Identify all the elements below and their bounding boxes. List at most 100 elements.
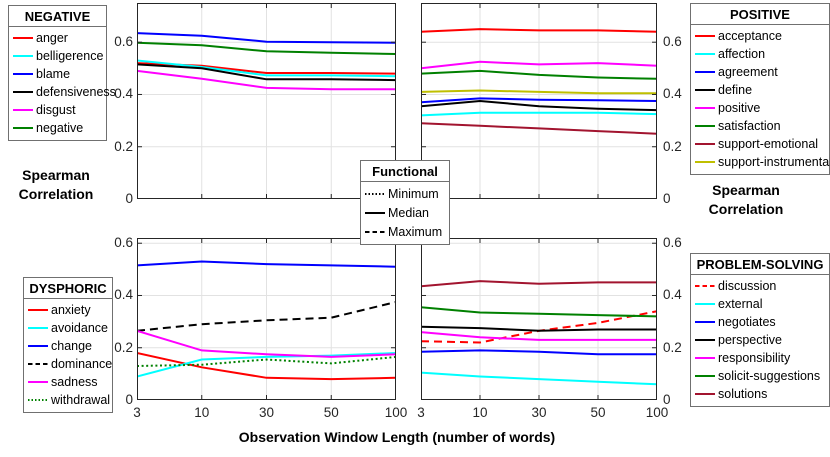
x-tick-label: 50: [323, 405, 339, 420]
y-tick-label: 0.6: [663, 34, 682, 50]
legend-item-dominance: dominance: [24, 355, 112, 373]
legend-line-sample-solid: [13, 109, 33, 111]
series-line-blame: [137, 32, 396, 44]
legend-item-label: negative: [36, 121, 84, 135]
legend-item-label: affection: [718, 47, 766, 61]
legend-positive-items: acceptance affection agreement define positi…: [691, 25, 830, 174]
legend-item-label: sadness: [51, 375, 98, 389]
legend-item-label: Median: [388, 205, 429, 220]
legend-line-sample-solid: [695, 339, 715, 341]
series-line-satisfaction: [421, 69, 657, 80]
legend-functional: Functional Minimum Median Maximum: [360, 160, 450, 245]
legend-item-agreement: agreement: [691, 63, 829, 81]
legend-item-responsibility: responsibility: [691, 349, 829, 367]
y-tick-label: 0.2: [114, 339, 133, 355]
y-tick-label: 0.4: [663, 287, 682, 303]
legend-line-sample-dashed: [695, 285, 715, 287]
legend-line-sample-solid: [695, 303, 715, 305]
y-tick-label: 0.6: [663, 235, 682, 251]
x-tick-label: 10: [194, 405, 210, 420]
series-line-belligerence: [137, 59, 396, 78]
legend-line-sample-solid: [695, 357, 715, 359]
series-line-change: [137, 260, 396, 268]
legend-item-label: belligerence: [36, 49, 104, 63]
legend-item-disgust: disgust: [9, 101, 106, 119]
legend-item-label: disgust: [36, 103, 76, 117]
legend-item-affection: affection: [691, 45, 829, 63]
y-tick-label: 0.6: [114, 34, 133, 50]
legend-line-sample-solid: [695, 161, 715, 163]
legend-dysphoric-title: DYSPHORIC: [24, 278, 112, 299]
legend-line-sample-dotted: [365, 192, 385, 195]
legend-item-sadness: sadness: [24, 373, 112, 391]
legend-item-label: negotiates: [718, 315, 776, 329]
legend-dysphoric: DYSPHORIC anxiety avoidance change dominanc…: [23, 277, 113, 413]
legend-line-sample-solid: [13, 37, 33, 39]
x-tick-label: 50: [590, 405, 606, 420]
series-line-sadness: [137, 329, 396, 358]
legend-line-sample-solid: [695, 393, 715, 395]
series-line-negotiates: [421, 349, 657, 356]
legend-item-external: external: [691, 295, 829, 313]
legend-problem-solving-items: discussion external negotiates perspective r…: [691, 275, 829, 406]
legend-item-belligerence: belligerence: [9, 47, 106, 65]
legend-negative-title: NEGATIVE: [9, 6, 106, 27]
x-axis-label: Observation Window Length (number of wor…: [238, 429, 556, 445]
legend-item-label: defensiveness: [36, 85, 116, 99]
legend-line-sample-solid: [13, 127, 33, 129]
y-tick-label: 0.4: [114, 287, 133, 303]
y-tick-label: 0.6: [114, 235, 133, 251]
plot-border: [421, 238, 657, 400]
legend-item-label: define: [718, 83, 753, 97]
legend-item-change: change: [24, 337, 112, 355]
legend-item-label: Maximum: [388, 224, 443, 239]
series-line-anxiety: [137, 352, 396, 381]
x-tick-label: 30: [258, 405, 275, 420]
series-line-support-emotional: [421, 122, 657, 135]
legend-item-negative: negative: [9, 119, 106, 137]
legend-dysphoric-items: anxiety avoidance change dominance sadness wi…: [24, 299, 112, 412]
y-tick-label: 0: [125, 392, 133, 407]
legend-item-acceptance: acceptance: [691, 27, 829, 45]
y-axis-label-left-line1: Spearman: [22, 167, 90, 183]
legend-line-sample-dotted: [28, 399, 48, 401]
legend-item-define: define: [691, 81, 829, 99]
legend-line-sample-solid: [13, 91, 33, 93]
legend-line-sample-solid: [695, 71, 715, 73]
x-tick-label: 100: [384, 405, 408, 420]
legend-functional-items: Minimum Median Maximum: [361, 182, 449, 244]
series-line-support-instrumental: [421, 89, 657, 95]
plot-border: [137, 3, 396, 199]
legend-line-sample-solid: [695, 107, 715, 109]
series-line-negative: [137, 41, 396, 55]
legend-item-label: acceptance: [718, 29, 782, 43]
series-line-perspective: [421, 325, 657, 332]
y-axis-label-left: Spearman Correlation: [0, 166, 112, 204]
legend-item-label: support-emotional: [718, 137, 819, 151]
legend-item-label: change: [51, 339, 93, 353]
y-tick-label: 0: [125, 191, 133, 206]
plot-border: [421, 3, 657, 199]
legend-item-positive: positive: [691, 99, 829, 117]
x-tick-label: 10: [472, 405, 488, 420]
legend-line-sample-solid: [13, 73, 33, 75]
legend-line-sample-solid: [365, 211, 385, 214]
legend-line-sample-solid: [695, 143, 715, 145]
legend-item-satisfaction: satisfaction: [691, 117, 829, 135]
legend-item-label: external: [718, 297, 763, 311]
series-line-agreement: [421, 97, 657, 104]
series-line-positive: [421, 60, 657, 70]
series-line-acceptance: [421, 28, 657, 33]
legend-item-label: agreement: [718, 65, 778, 79]
legend-positive: POSITIVE acceptance affection agreement def…: [690, 3, 830, 175]
x-tick-label: 3: [133, 405, 141, 420]
legend-item-solicit-suggestions: solicit-suggestions: [691, 367, 829, 385]
y-tick-label: 0.2: [663, 138, 682, 154]
legend-line-sample-solid: [695, 89, 715, 91]
legend-item-support-instrumental: support-instrumental: [691, 153, 830, 171]
legend-line-sample-solid: [695, 321, 715, 323]
y-tick-label: 0: [663, 392, 671, 407]
y-axis-label-left-line2: Correlation: [18, 186, 94, 202]
series-line-solicit-suggestions: [421, 306, 657, 318]
